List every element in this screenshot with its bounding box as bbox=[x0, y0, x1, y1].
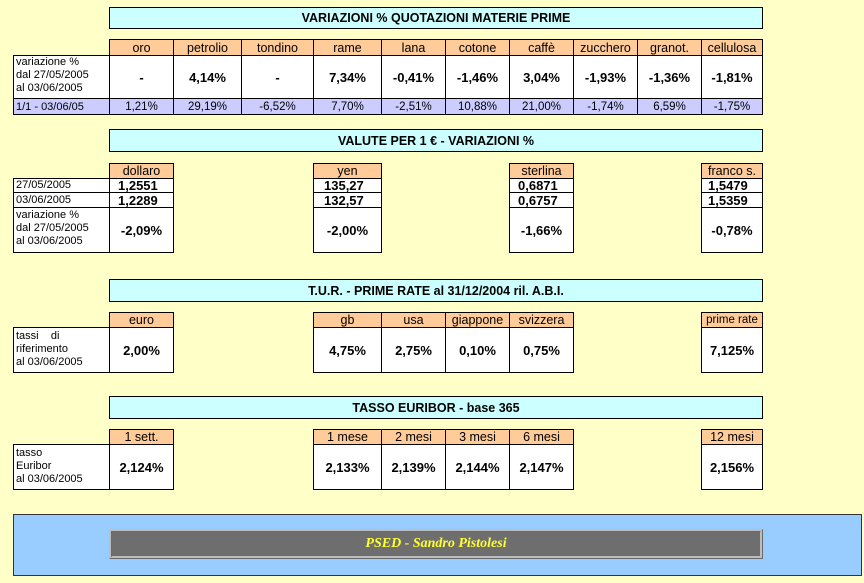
tur-label-line: tassi di bbox=[16, 330, 60, 342]
materie-ytd-rame: 7,70% bbox=[313, 98, 382, 115]
valute-sterlina-var: -1,66% bbox=[509, 207, 574, 253]
materie-value-cellulosa: -1,81% bbox=[701, 55, 763, 99]
valute-header-yen: yen bbox=[313, 163, 382, 179]
euribor-value-1mese: 2,133% bbox=[313, 444, 382, 490]
tur-header-prime-rate: prime rate bbox=[701, 312, 763, 328]
materie-ytd-cotone: 10,88% bbox=[445, 98, 510, 115]
tur-title: T.U.R. - PRIME RATE al 31/12/2004 ril. A… bbox=[109, 279, 763, 302]
tur-header-gb: gb bbox=[313, 312, 382, 328]
materie-header-caffe: caffè bbox=[509, 39, 574, 56]
materie-value-petrolio: 4,14% bbox=[173, 55, 242, 99]
valute-yen-var: -2,00% bbox=[313, 207, 382, 253]
materie-header-tondino: tondino bbox=[241, 39, 314, 56]
tur-label-line: al 03/06/2005 bbox=[16, 356, 83, 368]
euribor-header-6mesi: 6 mesi bbox=[509, 429, 574, 445]
materie-row-label-line: al 03/06/2005 bbox=[16, 82, 83, 94]
valute-sterlina-r2: 0,6757 bbox=[509, 192, 574, 208]
euribor-header-2mesi: 2 mesi bbox=[381, 429, 446, 445]
materie-ytd-zucchero: -1,74% bbox=[573, 98, 638, 115]
tur-header-usa: usa bbox=[381, 312, 446, 328]
materie-value-lana: -0,41% bbox=[381, 55, 446, 99]
valute-var-label-line: variazione % bbox=[16, 209, 79, 221]
materie-header-granot: granot. bbox=[637, 39, 702, 56]
valute-franco-var: -0,78% bbox=[701, 207, 763, 253]
materie-row-label-line: dal 27/05/2005 bbox=[16, 69, 89, 81]
tur-value-euro: 2,00% bbox=[109, 327, 174, 373]
euribor-value-1sett: 2,124% bbox=[109, 444, 174, 490]
materie-value-zucchero: -1,93% bbox=[573, 55, 638, 99]
euribor-label-line: al 03/06/2005 bbox=[16, 473, 83, 485]
valute-var-label-line: dal 27/05/2005 bbox=[16, 222, 89, 234]
tur-value-prime-rate: 7,125% bbox=[701, 327, 763, 373]
euribor-header-3mesi: 3 mesi bbox=[445, 429, 510, 445]
tur-value-usa: 2,75% bbox=[381, 327, 446, 373]
materie-header-cellulosa: cellulosa bbox=[701, 39, 763, 56]
valute-var-label: variazione % dal 27/05/2005 al 03/06/200… bbox=[13, 207, 110, 253]
valute-var-label-line: al 03/06/2005 bbox=[16, 235, 83, 247]
euribor-value-6mesi: 2,147% bbox=[509, 444, 574, 490]
valute-row2-label: 03/06/2005 bbox=[13, 192, 110, 208]
materie-ytd-label: 1/1 - 03/06/05 bbox=[13, 98, 110, 115]
materie-title: VARIAZIONI % QUOTAZIONI MATERIE PRIME bbox=[109, 7, 763, 29]
materie-row-label-line: variazione % bbox=[16, 56, 79, 68]
materie-ytd-granot: 6,59% bbox=[637, 98, 702, 115]
tur-label-line: riferimento bbox=[16, 343, 68, 355]
materie-value-caffe: 3,04% bbox=[509, 55, 574, 99]
materie-value-rame: 7,34% bbox=[313, 55, 382, 99]
euribor-header-1sett: 1 sett. bbox=[109, 429, 174, 445]
tur-header-euro: euro bbox=[109, 312, 174, 328]
materie-ytd-tondino: -6,52% bbox=[241, 98, 314, 115]
tur-label: tassi di riferimento al 03/06/2005 bbox=[13, 327, 110, 373]
materie-header-oro: oro bbox=[109, 39, 174, 56]
valute-title: VALUTE PER 1 € - VARIAZIONI % bbox=[109, 129, 763, 152]
valute-franco-r1: 1,5479 bbox=[701, 178, 763, 193]
tur-value-giappone: 0,10% bbox=[445, 327, 510, 373]
euribor-value-2mesi: 2,139% bbox=[381, 444, 446, 490]
materie-value-granot: -1,36% bbox=[637, 55, 702, 99]
valute-header-sterlina: sterlina bbox=[509, 163, 574, 179]
euribor-value-3mesi: 2,144% bbox=[445, 444, 510, 490]
euribor-label-line: Euribor bbox=[16, 460, 52, 472]
materie-header-cotone: cotone bbox=[445, 39, 510, 56]
euribor-header-12mesi: 12 mesi bbox=[701, 429, 763, 445]
materie-ytd-petrolio: 29,19% bbox=[173, 98, 242, 115]
euribor-header-1mese: 1 mese bbox=[313, 429, 382, 445]
materie-header-rame: rame bbox=[313, 39, 382, 56]
materie-row-label: variazione % dal 27/05/2005 al 03/06/200… bbox=[13, 55, 110, 99]
euribor-label: tasso Euribor al 03/06/2005 bbox=[13, 444, 110, 490]
materie-ytd-lana: -2,51% bbox=[381, 98, 446, 115]
materie-ytd-oro: 1,21% bbox=[109, 98, 174, 115]
tur-value-gb: 4,75% bbox=[313, 327, 382, 373]
materie-header-zucchero: zucchero bbox=[573, 39, 638, 56]
materie-ytd-cellulosa: -1,75% bbox=[701, 98, 763, 115]
valute-sterlina-r1: 0,6871 bbox=[509, 178, 574, 193]
materie-ytd-caffe: 21,00% bbox=[509, 98, 574, 115]
valute-yen-r2: 132,57 bbox=[313, 192, 382, 208]
valute-header-dollaro: dollaro bbox=[109, 163, 174, 179]
valute-dollaro-var: -2,09% bbox=[109, 207, 174, 253]
materie-value-cotone: -1,46% bbox=[445, 55, 510, 99]
euribor-label-line: tasso bbox=[16, 447, 43, 459]
footer-signature: PSED - Sandro Pistolesi bbox=[109, 529, 763, 559]
tur-header-giappone: giappone bbox=[445, 312, 510, 328]
tur-value-svizzera: 0,75% bbox=[509, 327, 574, 373]
valute-row1-label: 27/05/2005 bbox=[13, 178, 110, 193]
materie-value-oro: - bbox=[109, 55, 174, 99]
materie-header-petrolio: petrolio bbox=[173, 39, 242, 56]
materie-header-lana: lana bbox=[381, 39, 446, 56]
valute-yen-r1: 135,27 bbox=[313, 178, 382, 193]
valute-franco-r2: 1,5359 bbox=[701, 192, 763, 208]
euribor-title: TASSO EURIBOR - base 365 bbox=[109, 396, 763, 419]
materie-value-tondino: - bbox=[241, 55, 314, 99]
euribor-value-12mesi: 2,156% bbox=[701, 444, 763, 490]
valute-dollaro-r1: 1,2551 bbox=[109, 178, 174, 193]
valute-header-franco: franco s. bbox=[701, 163, 763, 179]
tur-header-svizzera: svizzera bbox=[509, 312, 574, 328]
valute-dollaro-r2: 1,2289 bbox=[109, 192, 174, 208]
